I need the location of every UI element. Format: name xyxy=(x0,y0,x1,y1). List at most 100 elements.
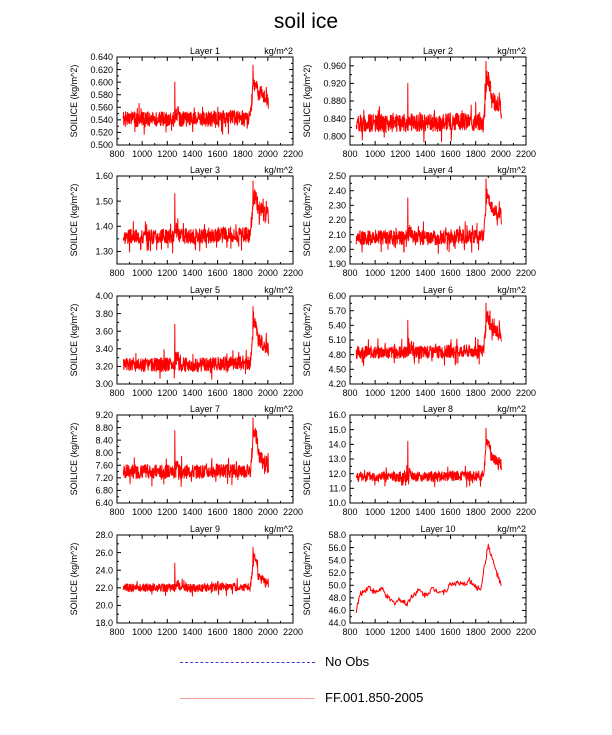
x-tick-label: 2000 xyxy=(491,388,511,398)
x-tick-label: 800 xyxy=(109,627,124,637)
x-tick-label: 1400 xyxy=(415,149,435,159)
x-tick-label: 2000 xyxy=(491,627,511,637)
x-tick-label: 2000 xyxy=(491,507,511,517)
x-tick-label: 1200 xyxy=(390,268,410,278)
x-tick-label: 1200 xyxy=(390,149,410,159)
x-tick-label: 1600 xyxy=(208,627,228,637)
series-line xyxy=(122,417,269,487)
panel-title: Layer 3 xyxy=(190,165,220,175)
x-tick-label: 1400 xyxy=(415,268,435,278)
y-tick-label: 4.00 xyxy=(95,291,113,301)
y-tick-label: 14.0 xyxy=(328,440,346,450)
x-tick-label: 2200 xyxy=(516,627,536,637)
y-tick-label: 56.0 xyxy=(328,543,346,553)
y-tick-label: 0.500 xyxy=(90,140,113,150)
x-tick-label: 1800 xyxy=(466,268,486,278)
x-tick-label: 1000 xyxy=(132,268,152,278)
x-tick-label: 1000 xyxy=(365,268,385,278)
y-tick-label: 15.0 xyxy=(328,425,346,435)
x-tick-label: 2000 xyxy=(258,388,278,398)
y-tick-label: 0.920 xyxy=(323,79,346,89)
y-tick-label: 18.0 xyxy=(95,618,113,628)
y-tick-label: 10.0 xyxy=(328,498,346,508)
y-tick-label: 13.0 xyxy=(328,454,346,464)
x-tick-label: 1600 xyxy=(208,388,228,398)
y-tick-label: 0.840 xyxy=(323,114,346,124)
x-tick-label: 2200 xyxy=(516,149,536,159)
y-tick-label: 4.80 xyxy=(328,350,346,360)
x-tick-label: 1200 xyxy=(157,268,177,278)
series-line xyxy=(122,64,269,135)
y-tick-label: 22.0 xyxy=(95,583,113,593)
x-tick-label: 1600 xyxy=(441,149,461,159)
y-axis-label: SOILICE (kg/m^2) xyxy=(302,543,312,616)
page-title: soil ice xyxy=(273,10,339,33)
panel-title: Layer 9 xyxy=(190,524,220,534)
y-tick-label: 11.0 xyxy=(329,484,346,494)
y-axis-label: SOILICE (kg/m^2) xyxy=(69,304,79,377)
x-tick-label: 800 xyxy=(342,149,357,159)
y-tick-label: 6.40 xyxy=(95,498,113,508)
x-tick-label: 1800 xyxy=(233,388,253,398)
chart-panel-2: 0.800 0.840 0.880 0.920 0.960 800 1000 1200 1400… xyxy=(302,46,536,159)
x-tick-label: 1600 xyxy=(441,627,461,637)
x-tick-label: 2200 xyxy=(283,627,303,637)
y-axis-label: SOILICE (kg/m^2) xyxy=(302,184,312,257)
y-tick-label: 16.0 xyxy=(328,410,346,420)
panel-unit: kg/m^2 xyxy=(497,285,526,295)
y-tick-label: 0.560 xyxy=(90,102,113,112)
panel-unit: kg/m^2 xyxy=(264,46,293,56)
y-tick-label: 5.70 xyxy=(328,306,346,316)
x-tick-label: 1000 xyxy=(132,507,152,517)
x-tick-label: 2200 xyxy=(283,149,303,159)
x-tick-label: 2200 xyxy=(283,388,303,398)
x-tick-label: 1600 xyxy=(441,507,461,517)
x-tick-label: 1200 xyxy=(157,627,177,637)
y-axis-label: SOILICE (kg/m^2) xyxy=(69,543,79,616)
x-tick-label: 2200 xyxy=(283,507,303,517)
x-tick-label: 1000 xyxy=(365,149,385,159)
x-tick-label: 1000 xyxy=(365,388,385,398)
y-tick-label: 2.30 xyxy=(328,201,346,211)
x-tick-label: 2000 xyxy=(258,627,278,637)
panel-unit: kg/m^2 xyxy=(497,165,526,175)
y-tick-label: 58.0 xyxy=(328,530,346,540)
y-tick-label: 48.0 xyxy=(328,593,346,603)
y-tick-label: 44.0 xyxy=(328,618,346,628)
x-tick-label: 1000 xyxy=(365,627,385,637)
x-tick-label: 1000 xyxy=(132,388,152,398)
x-tick-label: 2200 xyxy=(516,388,536,398)
y-tick-label: 0.880 xyxy=(323,96,346,106)
series-line xyxy=(122,306,269,380)
y-tick-label: 1.40 xyxy=(95,221,113,231)
panel-title: Layer 2 xyxy=(423,46,453,56)
y-tick-label: 4.20 xyxy=(328,379,346,389)
x-tick-label: 1200 xyxy=(157,149,177,159)
panel-unit: kg/m^2 xyxy=(264,165,293,175)
y-tick-label: 3.40 xyxy=(95,344,113,354)
panel-unit: kg/m^2 xyxy=(497,46,526,56)
series-line xyxy=(355,302,502,367)
x-tick-label: 800 xyxy=(109,149,124,159)
x-tick-label: 1800 xyxy=(466,388,486,398)
y-tick-label: 4.50 xyxy=(328,365,346,375)
y-tick-label: 0.540 xyxy=(90,115,113,125)
y-tick-label: 7.60 xyxy=(95,460,113,470)
y-tick-label: 0.800 xyxy=(323,131,346,141)
y-tick-label: 3.00 xyxy=(95,379,113,389)
y-tick-label: 1.30 xyxy=(95,247,113,257)
x-tick-label: 1800 xyxy=(466,507,486,517)
y-tick-label: 2.10 xyxy=(328,230,346,240)
y-tick-label: 12.0 xyxy=(328,469,346,479)
x-tick-label: 800 xyxy=(342,627,357,637)
x-tick-label: 1800 xyxy=(466,627,486,637)
y-tick-label: 52.0 xyxy=(328,568,346,578)
y-tick-label: 5.40 xyxy=(328,321,346,331)
x-tick-label: 1400 xyxy=(182,507,202,517)
panel-unit: kg/m^2 xyxy=(264,404,293,414)
series-line xyxy=(122,546,269,597)
y-tick-label: 20.0 xyxy=(95,601,113,611)
series-line xyxy=(355,178,502,255)
series-line xyxy=(355,543,502,613)
